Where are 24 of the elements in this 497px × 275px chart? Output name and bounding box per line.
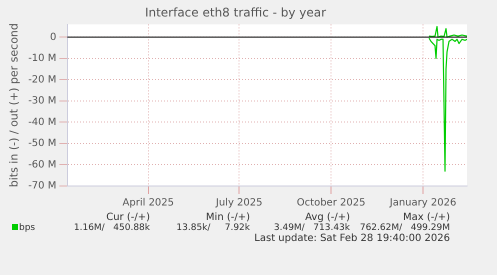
- chart-title: Interface eth8 traffic - by year: [144, 5, 326, 20]
- x-tick-label: October 2025: [296, 198, 366, 209]
- y-tick-label: -50 M: [28, 138, 56, 150]
- text: Avg (-/+): [304, 212, 350, 223]
- y-tick-label: -40 M: [28, 116, 56, 128]
- text: 762.62M/ 499.29M: [358, 223, 450, 233]
- y-axis-title: bits in (-) / out (+) per second: [7, 23, 20, 188]
- y-tick-label: 0: [50, 32, 56, 43]
- y-tick-label: -20 M: [28, 74, 56, 86]
- text: 1.16M/ 450.88k: [72, 223, 150, 233]
- x-tick-label: January 2026: [388, 198, 456, 209]
- text: Last update: Sat Feb 28 19:40:00 2026: [253, 233, 450, 244]
- text: Max (-/+): [402, 212, 450, 223]
- text: Cur (-/+): [105, 212, 150, 223]
- y-tick-label: -10 M: [28, 53, 56, 64]
- x-tick-label: July 2025: [214, 198, 263, 209]
- text: 13.85k/ 7.92k: [175, 223, 250, 233]
- text: 3.49M/ 713.43k: [272, 223, 350, 233]
- y-tick-label: -70 M: [28, 180, 56, 192]
- x-tick-label: April 2025: [122, 198, 174, 209]
- legend-label: bps: [18, 223, 36, 233]
- text: Min (-/+): [204, 212, 250, 223]
- y-tick-label: -30 M: [28, 96, 56, 107]
- y-tick-label: -60 M: [28, 159, 56, 170]
